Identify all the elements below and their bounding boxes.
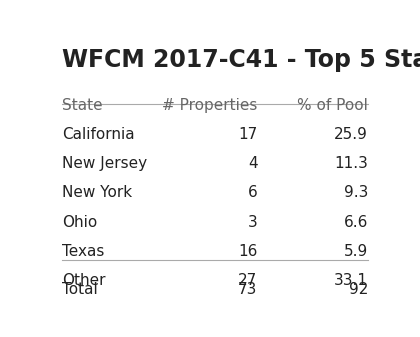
Text: State: State — [62, 97, 103, 113]
Text: 3: 3 — [248, 215, 257, 229]
Text: 9.3: 9.3 — [344, 185, 368, 201]
Text: Texas: Texas — [62, 244, 105, 258]
Text: Ohio: Ohio — [62, 215, 97, 229]
Text: WFCM 2017-C41 - Top 5 States: WFCM 2017-C41 - Top 5 States — [62, 48, 420, 72]
Text: 17: 17 — [238, 127, 257, 142]
Text: California: California — [62, 127, 135, 142]
Text: # Properties: # Properties — [162, 97, 257, 113]
Text: 6: 6 — [248, 185, 257, 201]
Text: New York: New York — [62, 185, 132, 201]
Text: 27: 27 — [238, 273, 257, 288]
Text: 73: 73 — [238, 282, 257, 297]
Text: New Jersey: New Jersey — [62, 156, 147, 172]
Text: Total: Total — [62, 282, 98, 297]
Text: % of Pool: % of Pool — [297, 97, 368, 113]
Text: 11.3: 11.3 — [334, 156, 368, 172]
Text: Other: Other — [62, 273, 106, 288]
Text: 6.6: 6.6 — [344, 215, 368, 229]
Text: 33.1: 33.1 — [334, 273, 368, 288]
Text: 25.9: 25.9 — [334, 127, 368, 142]
Text: 92: 92 — [349, 282, 368, 297]
Text: 5.9: 5.9 — [344, 244, 368, 258]
Text: 16: 16 — [238, 244, 257, 258]
Text: 4: 4 — [248, 156, 257, 172]
